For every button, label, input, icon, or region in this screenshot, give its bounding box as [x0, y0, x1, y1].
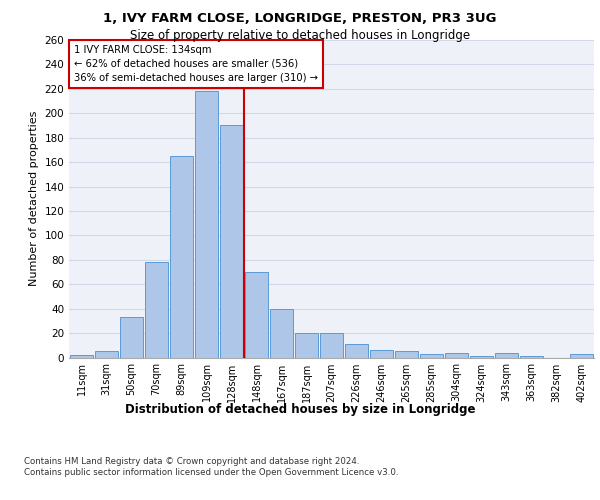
- Bar: [194, 92, 218, 358]
- Bar: [445, 352, 469, 358]
- Bar: [220, 126, 244, 358]
- Bar: [494, 352, 518, 358]
- Bar: [145, 262, 169, 358]
- Y-axis label: Number of detached properties: Number of detached properties: [29, 111, 39, 286]
- Bar: [470, 356, 493, 358]
- Bar: [95, 352, 118, 358]
- Bar: [245, 272, 268, 358]
- Bar: [170, 156, 193, 358]
- Text: 1 IVY FARM CLOSE: 134sqm
← 62% of detached houses are smaller (536)
36% of semi-: 1 IVY FARM CLOSE: 134sqm ← 62% of detach…: [74, 45, 318, 83]
- Bar: [370, 350, 394, 358]
- Bar: [569, 354, 593, 358]
- Text: Contains HM Land Registry data © Crown copyright and database right 2024.
Contai: Contains HM Land Registry data © Crown c…: [24, 458, 398, 477]
- Text: Distribution of detached houses by size in Longridge: Distribution of detached houses by size …: [125, 402, 475, 415]
- Bar: [70, 355, 94, 358]
- Bar: [520, 356, 544, 358]
- Bar: [295, 333, 319, 357]
- Text: 1, IVY FARM CLOSE, LONGRIDGE, PRESTON, PR3 3UG: 1, IVY FARM CLOSE, LONGRIDGE, PRESTON, P…: [103, 12, 497, 26]
- Text: Size of property relative to detached houses in Longridge: Size of property relative to detached ho…: [130, 29, 470, 42]
- Bar: [419, 354, 443, 358]
- Bar: [344, 344, 368, 358]
- Bar: [395, 352, 418, 358]
- Bar: [320, 333, 343, 357]
- Bar: [119, 317, 143, 358]
- Bar: [269, 308, 293, 358]
